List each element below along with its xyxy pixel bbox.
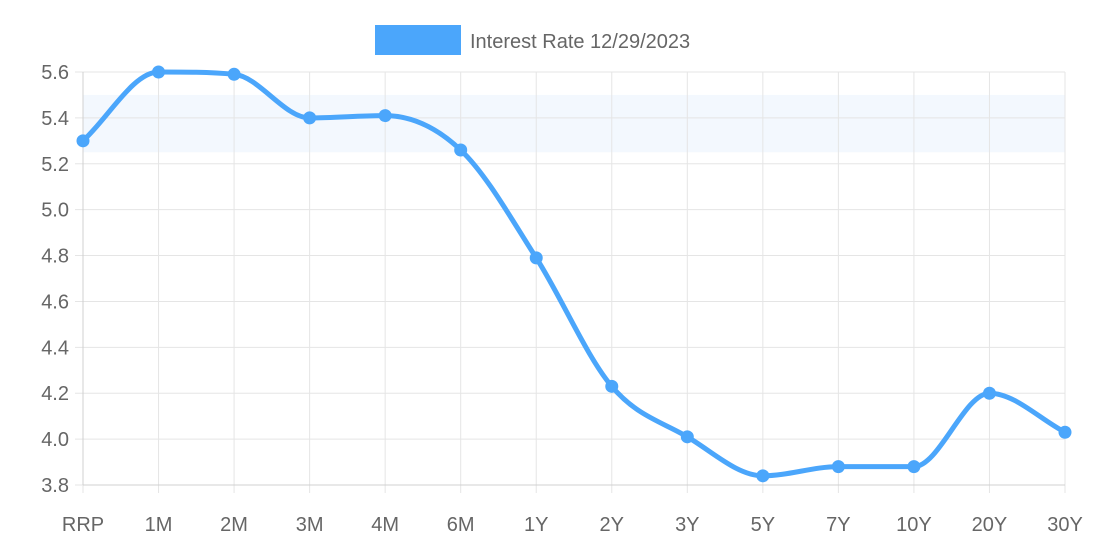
data-point[interactable] bbox=[680, 430, 694, 444]
y-tick-label: 4.4 bbox=[41, 337, 69, 359]
data-point[interactable] bbox=[378, 109, 392, 123]
x-tick-label: 2Y bbox=[600, 514, 624, 536]
data-point[interactable] bbox=[907, 460, 921, 474]
y-tick-label: 5.0 bbox=[41, 200, 69, 222]
data-point[interactable] bbox=[605, 379, 619, 393]
legend-swatch[interactable] bbox=[375, 25, 461, 55]
x-tick-label: 1M bbox=[145, 514, 173, 536]
x-tick-label: 20Y bbox=[972, 514, 1008, 536]
data-point[interactable] bbox=[831, 460, 845, 474]
x-tick-label: 3Y bbox=[675, 514, 699, 536]
y-tick-label: 4.6 bbox=[41, 291, 69, 313]
y-tick-label: 4.0 bbox=[41, 429, 69, 451]
y-tick-label: 5.6 bbox=[41, 62, 69, 84]
x-tick-label: 10Y bbox=[896, 514, 932, 536]
data-point[interactable] bbox=[982, 386, 996, 400]
y-tick-label: 4.2 bbox=[41, 383, 69, 405]
data-point[interactable] bbox=[454, 143, 468, 157]
x-tick-label: 1Y bbox=[524, 514, 548, 536]
legend[interactable]: Interest Rate 12/29/2023 bbox=[375, 25, 690, 55]
data-point[interactable] bbox=[227, 67, 241, 81]
x-tick-label: 3M bbox=[296, 514, 324, 536]
data-points bbox=[76, 65, 1072, 483]
x-tick-label: 6M bbox=[447, 514, 475, 536]
data-point[interactable] bbox=[76, 134, 90, 148]
x-tick-label: 5Y bbox=[751, 514, 775, 536]
axes: 5.6 5.4 5.2 5.0 4.8 4.6 4.4 4.2 4.0 3.8 RRP 1M 2M 3M 4… bbox=[41, 62, 1083, 536]
data-point[interactable] bbox=[756, 469, 770, 483]
data-point[interactable] bbox=[303, 111, 317, 125]
legend-label[interactable]: Interest Rate 12/29/2023 bbox=[470, 31, 690, 53]
data-point[interactable] bbox=[152, 65, 166, 79]
y-tick-label: 5.4 bbox=[41, 108, 69, 130]
y-tick-label: 5.2 bbox=[41, 154, 69, 176]
data-point[interactable] bbox=[1058, 425, 1072, 439]
data-point[interactable] bbox=[529, 251, 543, 265]
grid-lines bbox=[75, 71, 1066, 493]
y-tick-label: 3.8 bbox=[41, 475, 69, 497]
y-tick-label: 4.8 bbox=[41, 246, 69, 268]
x-tick-label: 30Y bbox=[1047, 514, 1083, 536]
x-tick-label: 7Y bbox=[826, 514, 850, 536]
target-rate-band bbox=[83, 94, 1065, 153]
x-tick-label: 2M bbox=[220, 514, 248, 536]
x-tick-label: 4M bbox=[371, 514, 399, 536]
band-rect bbox=[83, 94, 1065, 153]
x-tick-label: RRP bbox=[62, 514, 104, 536]
